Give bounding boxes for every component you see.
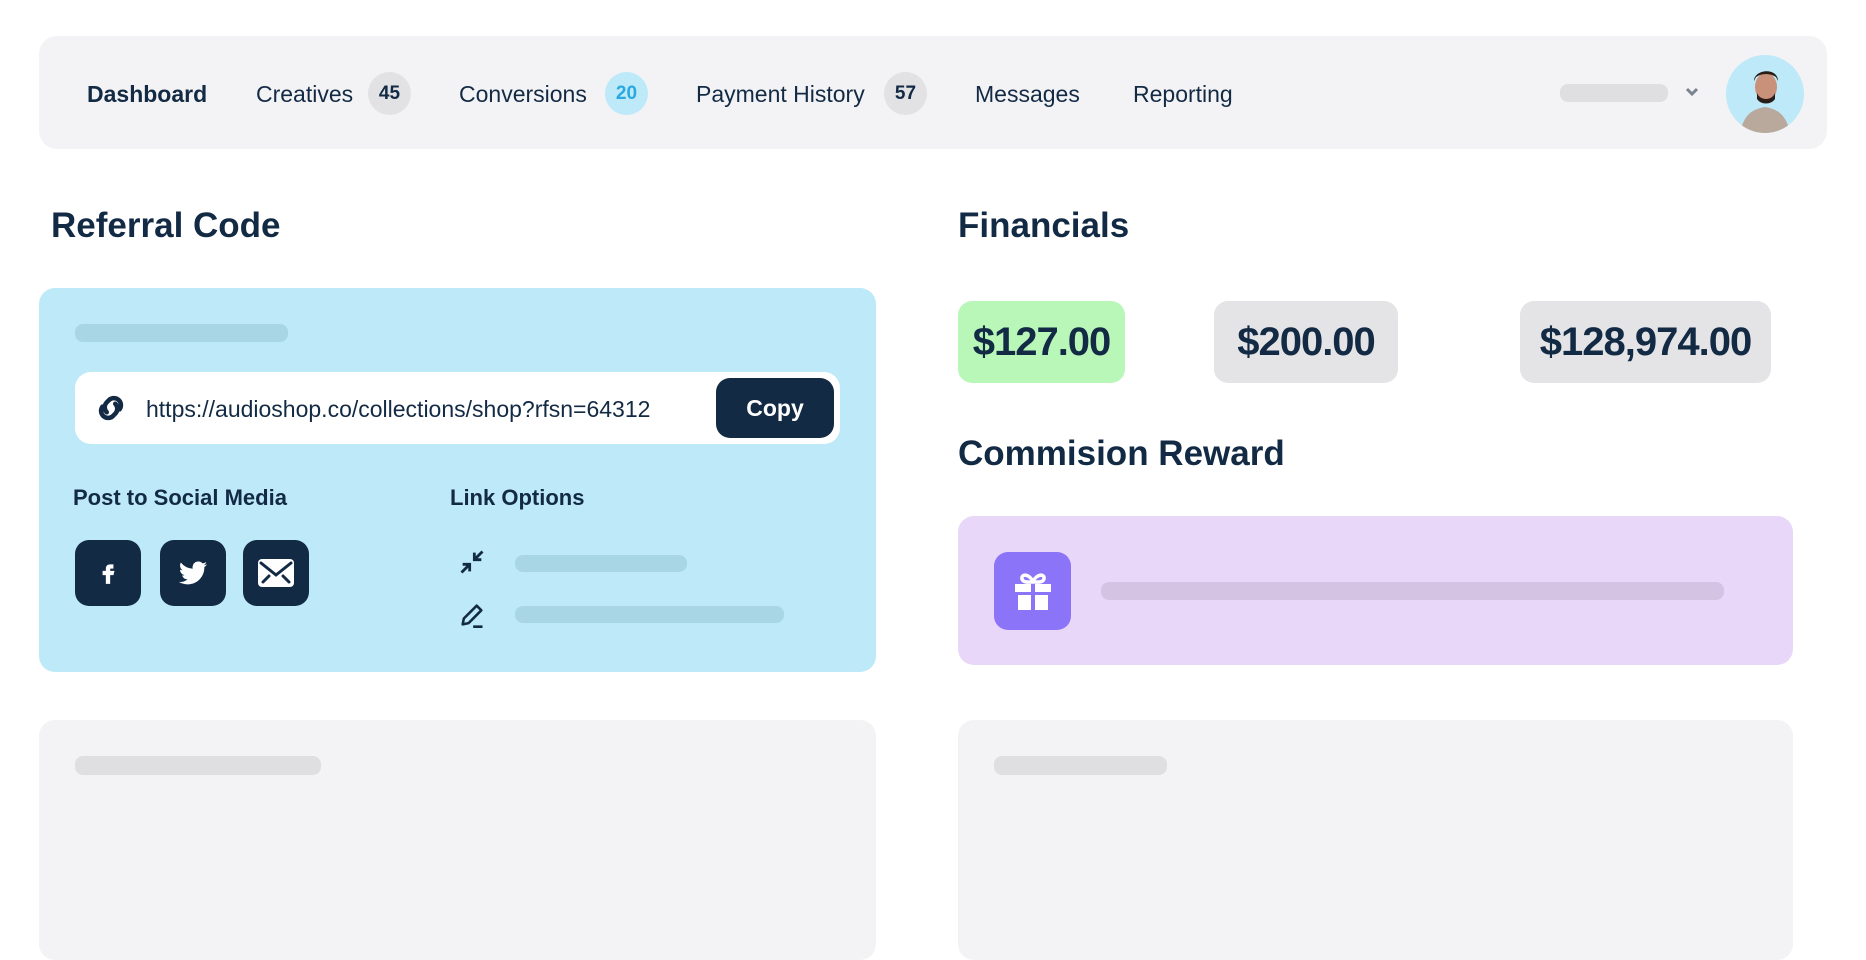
nav-conversions[interactable]: Conversions	[459, 81, 587, 107]
email-share-button[interactable]	[243, 540, 309, 606]
shorten-link-placeholder	[515, 555, 687, 572]
twitter-icon	[178, 561, 208, 585]
nav-messages[interactable]: Messages	[975, 81, 1080, 107]
referral-label-placeholder	[75, 324, 288, 342]
mail-icon	[258, 559, 294, 587]
commission-reward-title: Commision Reward	[958, 434, 1285, 473]
facebook-icon	[102, 564, 115, 584]
bottom-right-title-placeholder	[994, 756, 1167, 775]
link-icon	[98, 395, 124, 421]
conversions-count-badge: 20	[605, 72, 648, 115]
financial-value-pending: $127.00	[958, 301, 1125, 383]
link-options-title: Link Options	[450, 485, 585, 510]
nav-reporting[interactable]: Reporting	[1133, 81, 1233, 107]
nav-dashboard[interactable]: Dashboard	[87, 81, 208, 107]
copy-button[interactable]: Copy	[716, 378, 834, 438]
referral-url-field[interactable]	[75, 372, 840, 444]
financials-title: Financials	[958, 206, 1130, 245]
twitter-share-button[interactable]	[160, 540, 226, 606]
creatives-count-badge: 45	[368, 72, 411, 115]
chevron-down-icon[interactable]	[1684, 86, 1700, 98]
avatar[interactable]	[1726, 55, 1804, 133]
payment-history-count-badge: 57	[884, 72, 927, 115]
edit-icon[interactable]	[458, 601, 486, 629]
user-name-placeholder[interactable]	[1560, 84, 1668, 102]
top-nav	[39, 36, 1827, 149]
facebook-share-button[interactable]	[75, 540, 141, 606]
nav-payment-history[interactable]: Payment History	[696, 81, 865, 107]
edit-link-placeholder	[515, 606, 784, 623]
financial-value-paid: $200.00	[1214, 301, 1398, 383]
nav-creatives[interactable]: Creatives	[256, 81, 354, 107]
gift-icon	[1014, 573, 1051, 610]
post-social-title: Post to Social Media	[73, 485, 287, 510]
shrink-icon[interactable]	[458, 548, 486, 576]
user-avatar-image	[1740, 71, 1790, 133]
commission-text-placeholder	[1101, 582, 1724, 600]
gift-icon-tile	[994, 552, 1071, 630]
referral-code-title: Referral Code	[51, 206, 281, 245]
referral-url-text[interactable]: https://audioshop.co/collections/shop?rf…	[146, 396, 651, 422]
financial-value-total: $128,974.00	[1520, 301, 1771, 383]
bottom-left-title-placeholder	[75, 756, 321, 775]
